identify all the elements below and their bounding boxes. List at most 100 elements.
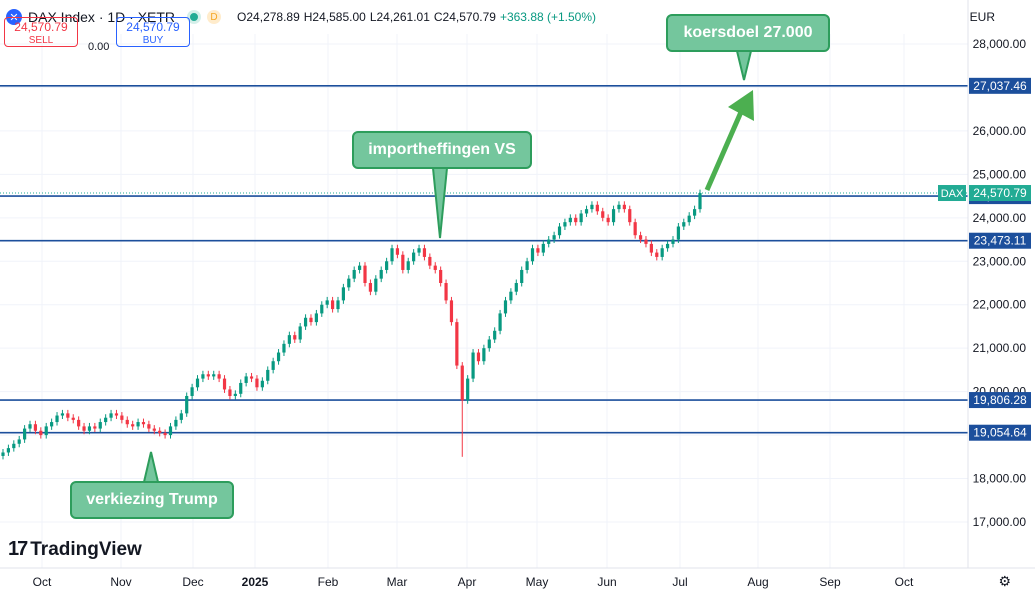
close-value: C24,570.79	[433, 10, 496, 24]
candle-body	[682, 222, 686, 227]
candle-body	[141, 422, 146, 425]
time-tick-label: May	[526, 575, 549, 589]
candle-body	[455, 322, 459, 366]
candle-body	[239, 382, 243, 394]
tradingview-logo[interactable]: 17 TradingView	[8, 538, 142, 561]
currency-selector[interactable]: EUR	[969, 10, 995, 24]
annotation-arrows	[142, 50, 754, 483]
current-symbol-tag	[938, 185, 966, 202]
candle-body	[444, 283, 448, 301]
price-tick-label: 26,000.00	[973, 124, 1027, 138]
high-value: H24,585.00	[303, 10, 366, 24]
candle-body	[298, 326, 302, 340]
candle-body	[325, 300, 329, 305]
candle-body	[466, 378, 470, 401]
candle-body	[98, 422, 102, 429]
candle-body	[412, 252, 416, 262]
candle-body	[557, 226, 562, 236]
candle-body	[676, 226, 680, 240]
candle-body	[547, 239, 551, 244]
candle-body	[530, 248, 535, 262]
callout-election-pointer	[142, 451, 160, 483]
candle-body	[179, 413, 183, 420]
candle-body	[201, 374, 205, 379]
candle-body	[611, 209, 616, 223]
time-tick-label: Oct	[895, 575, 914, 589]
candle-body	[433, 265, 437, 270]
candle-body	[649, 243, 653, 253]
price-tick-label: 24,000.00	[973, 211, 1027, 225]
level-price-tag	[969, 424, 1031, 441]
sell-button[interactable]: 24,570.79 SELL	[4, 17, 78, 47]
candle-body	[120, 415, 124, 420]
candle-body	[17, 439, 21, 444]
candle-body	[422, 248, 427, 257]
candle-body	[217, 374, 221, 379]
candle-body	[314, 313, 318, 323]
candle-body	[487, 339, 491, 349]
candle-body	[536, 248, 540, 253]
candle-body	[428, 256, 432, 266]
candle-body	[104, 417, 108, 423]
candle-body	[471, 352, 475, 379]
candle-body	[12, 443, 16, 449]
candle-body	[6, 448, 11, 453]
candle-body	[644, 239, 648, 244]
candle-body	[60, 413, 65, 416]
candle-body	[449, 300, 454, 323]
candle-body	[509, 291, 513, 301]
candle-body	[368, 283, 373, 292]
time-tick-label: Jun	[597, 575, 616, 589]
candle-body	[574, 217, 578, 223]
candle-body	[222, 378, 227, 390]
candle-body	[266, 369, 270, 381]
candle-body	[66, 413, 70, 418]
candle-body	[374, 278, 378, 292]
candle-body	[590, 204, 594, 210]
candle-body	[595, 204, 599, 212]
time-tick-label: Nov	[110, 575, 131, 589]
price-axis: 17,000.0018,000.0019,000.0020,000.0021,0…	[938, 0, 1035, 597]
tradingview-logo-icon: 17	[8, 538, 28, 560]
candle-body	[163, 432, 167, 436]
candle-body	[482, 348, 486, 362]
current-symbol-label: DAX	[941, 188, 964, 200]
candle-body	[271, 361, 275, 370]
candle-body	[114, 413, 119, 416]
candle-body	[687, 215, 691, 223]
buy-price: 24,570.79	[126, 20, 180, 34]
candle-body	[136, 422, 140, 427]
buy-button[interactable]: 24,570.79 BUY	[116, 17, 190, 47]
candle-body	[665, 243, 670, 249]
candle-body	[395, 248, 400, 255]
candle-body	[87, 426, 92, 431]
candle-body	[77, 419, 81, 427]
candle-body	[55, 415, 59, 423]
candle-body	[276, 352, 281, 362]
candle-body	[109, 413, 113, 418]
candle-body	[39, 430, 43, 436]
price-tick-label: 28,000.00	[973, 37, 1027, 51]
candle-body	[698, 193, 702, 210]
candle-body	[476, 352, 481, 362]
open-value: O24,278.89	[237, 10, 300, 24]
candle-body	[23, 428, 27, 440]
symbol-title[interactable]: DAX Index · 1D · XETR	[28, 9, 176, 25]
candle-body	[336, 300, 340, 310]
candle-body	[439, 269, 443, 283]
price-axis-bg	[968, 0, 1035, 597]
gear-icon[interactable]: ⚙	[998, 573, 1011, 589]
time-axis: Oct Nov Dec 2025 Feb Mar Apr May Jun Jul Aug Sep Oct	[0, 567, 1035, 589]
time-tick-label: Feb	[318, 575, 339, 589]
candle-body	[417, 248, 421, 253]
dividend-badge[interactable]: D	[207, 10, 222, 24]
callout-target: koersdoel 27.000	[666, 14, 830, 52]
candle-body	[622, 204, 626, 210]
sell-label: SELL	[28, 35, 54, 46]
candle-body	[50, 422, 54, 427]
buy-label: BUY	[142, 35, 164, 46]
candle-body	[244, 376, 248, 383]
candle-body	[347, 278, 351, 288]
price-tick-label: 23,000.00	[973, 254, 1027, 268]
